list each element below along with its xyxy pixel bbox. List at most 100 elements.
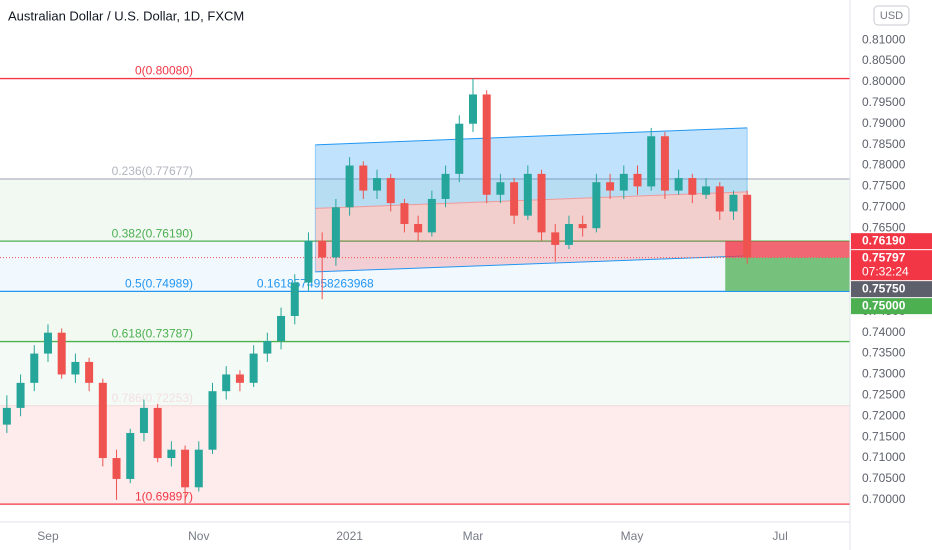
y-tick-label: 0.72500 bbox=[862, 388, 906, 402]
y-tick-label: 0.74000 bbox=[862, 325, 906, 339]
candle-body bbox=[510, 182, 519, 216]
candle-body bbox=[578, 224, 587, 229]
channel-upper bbox=[315, 127, 748, 146]
fib-label: 0(0.80080) bbox=[135, 64, 193, 78]
candle-body bbox=[318, 240, 327, 258]
candle-body bbox=[482, 94, 491, 195]
fib-label: 0.5(0.74989) bbox=[125, 277, 193, 291]
candle-body bbox=[167, 449, 176, 459]
y-tick-label: 0.78000 bbox=[862, 158, 906, 172]
candle-body bbox=[30, 353, 39, 383]
candle-body bbox=[331, 207, 340, 258]
candle-body bbox=[71, 361, 80, 375]
candle-body bbox=[702, 186, 711, 195]
y-tick-label: 0.78500 bbox=[862, 137, 906, 151]
candle-body bbox=[2, 407, 11, 425]
candle-body bbox=[551, 232, 560, 245]
channel-upper-zone bbox=[315, 127, 748, 209]
chart-title: Australian Dollar / U.S. Dollar, 1D, FXC… bbox=[8, 8, 244, 23]
candle-body bbox=[249, 353, 258, 383]
y-tick-label: 0.73000 bbox=[862, 367, 906, 381]
y-tick-label: 0.77000 bbox=[862, 199, 906, 213]
candle-body bbox=[304, 240, 313, 283]
candle-body bbox=[126, 432, 135, 479]
y-tick-label: 0.70000 bbox=[862, 492, 906, 506]
fib-label: 0.618(0.73787) bbox=[112, 327, 193, 341]
x-tick-label: May bbox=[621, 529, 644, 543]
candle-body bbox=[414, 224, 423, 233]
y-tick-label: 0.76500 bbox=[862, 220, 906, 234]
price-label: 0.75797 bbox=[862, 250, 906, 264]
plot: 0(0.80080) 0.236(0.77677) 0.382(0.76190) 0.… bbox=[0, 64, 850, 505]
annotation: 0.1618574958263968 bbox=[257, 277, 374, 291]
candle-body bbox=[263, 341, 272, 354]
candle-body bbox=[277, 315, 286, 342]
candle-body bbox=[386, 178, 395, 204]
price-label: 0.75000 bbox=[862, 298, 906, 312]
candle-body bbox=[400, 203, 409, 225]
y-tick-label: 0.72000 bbox=[862, 408, 906, 422]
candle-body bbox=[153, 407, 162, 459]
fib-zone bbox=[0, 341, 850, 406]
candle-body bbox=[208, 391, 217, 450]
price-label-box bbox=[851, 233, 932, 250]
y-tick-label: 0.77500 bbox=[862, 179, 906, 193]
candle-body bbox=[592, 182, 601, 229]
time-axis bbox=[0, 522, 850, 550]
price-label-box bbox=[851, 298, 932, 315]
y-tick-label: 0.81000 bbox=[862, 32, 906, 46]
price-label: 0.75750 bbox=[862, 281, 906, 295]
channel-lower-zone bbox=[315, 191, 748, 272]
position-stop bbox=[725, 241, 850, 258]
y-tick-label: 0.70500 bbox=[862, 471, 906, 485]
candle-body bbox=[729, 194, 738, 212]
candle-body bbox=[564, 224, 573, 245]
candle-body bbox=[85, 361, 94, 383]
candle-body bbox=[647, 136, 656, 187]
candle-body bbox=[619, 173, 628, 191]
x-tick-label: Jul bbox=[772, 529, 787, 543]
y-tick-label: 0.79000 bbox=[862, 116, 906, 130]
y-tick-label: 0.71500 bbox=[862, 429, 906, 443]
candle-body bbox=[523, 173, 532, 216]
x-tick-label: Mar bbox=[463, 529, 484, 543]
candle-body bbox=[222, 374, 231, 392]
currency-button[interactable] bbox=[873, 5, 910, 26]
candle-body bbox=[194, 449, 203, 488]
candle-body bbox=[660, 136, 669, 191]
candle-body bbox=[688, 178, 697, 195]
price-label-box bbox=[851, 281, 932, 298]
candle-body bbox=[537, 173, 546, 233]
candle-body bbox=[496, 182, 505, 195]
position-target bbox=[725, 257, 850, 291]
fib-label: 1(0.69897) bbox=[135, 489, 193, 503]
x-tick-label: Nov bbox=[188, 529, 209, 543]
candle-body bbox=[606, 182, 615, 191]
candle-body bbox=[468, 94, 477, 124]
candle-body bbox=[43, 332, 52, 354]
y-tick-label: 0.80500 bbox=[862, 53, 906, 67]
fib-zone bbox=[0, 291, 850, 342]
candle-body bbox=[427, 198, 436, 233]
candle-body bbox=[441, 173, 450, 199]
countdown: 07:32:24 bbox=[862, 264, 909, 278]
candle-body bbox=[715, 186, 724, 212]
fib-label: 0.786(0.72253) bbox=[112, 391, 193, 405]
y-tick-label: 0.73500 bbox=[862, 346, 906, 360]
candle-body bbox=[235, 374, 244, 383]
fib-label: 0.236(0.77677) bbox=[112, 164, 193, 178]
candle-body bbox=[290, 282, 299, 316]
candle-body bbox=[455, 123, 464, 174]
candle-body bbox=[345, 165, 354, 208]
candle-body bbox=[98, 382, 107, 459]
candle-body bbox=[359, 165, 368, 191]
price-label-box bbox=[851, 250, 932, 281]
candle-body bbox=[112, 458, 121, 479]
x-tick-label: Sep bbox=[37, 529, 59, 543]
currency-label[interactable]: USD bbox=[880, 10, 903, 22]
candle-body bbox=[16, 382, 25, 408]
candle-body bbox=[139, 407, 148, 433]
fib-zone bbox=[0, 241, 850, 292]
fib-label: 0.382(0.76190) bbox=[112, 226, 193, 240]
